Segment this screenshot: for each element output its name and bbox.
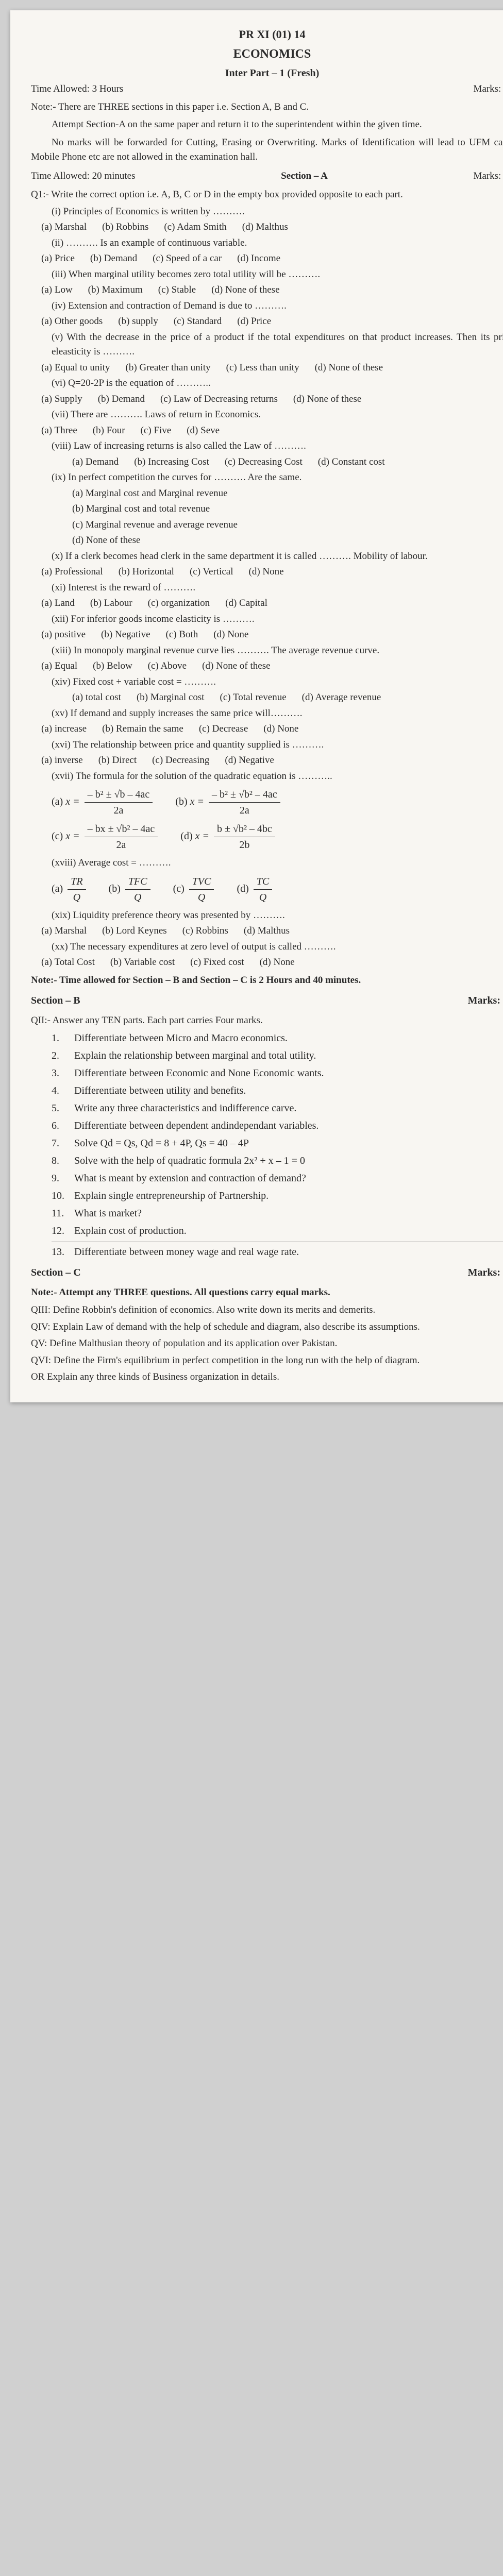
q-vi: (vi) Q=20-2P is the equation of ……….. <box>52 376 503 391</box>
section-b-header: Section – B Marks: 50 <box>31 993 503 1008</box>
q-xv-opts: (a) increase(b) Remain the same(c) Decre… <box>41 722 503 737</box>
b-item-11: 11.What is market? <box>52 1206 503 1221</box>
q4: QIV: Explain Law of demand with the help… <box>31 1320 503 1335</box>
q-iii-opts: (a) Low(b) Maximum(c) Stable(d) None of … <box>41 283 503 298</box>
b-item-13: 13.Differentiate between money wage and … <box>52 1244 503 1260</box>
sec-b-note: Note:- Time allowed for Section – B and … <box>31 973 503 988</box>
time-allowed: Time Allowed: 3 Hours <box>31 82 123 97</box>
q-xi-opts: (a) Land(b) Labour(c) organization(d) Ca… <box>41 596 503 611</box>
ac-a: (a) TRQ <box>52 874 88 905</box>
opt-b: (b) x = – b² ± √b² – 4ac2a <box>175 787 282 818</box>
q-xiii-opts: (a) Equal(b) Below(c) Above(d) None of t… <box>41 659 503 674</box>
b-item-4: 4.Differentiate between utility and bene… <box>52 1083 503 1098</box>
q-v-opts: (a) Equal to unity(b) Greater than unity… <box>41 361 503 376</box>
q-xx: (xx) The necessary expenditures at zero … <box>52 940 503 955</box>
formula-row-1: (a) x = – b² ± √b – 4ac2a (b) x = – b² ±… <box>52 787 503 818</box>
q-xvi-opts: (a) inverse(b) Direct(c) Decreasing(d) N… <box>41 753 503 768</box>
b-item-7: 7.Solve Qd = Qs, Qd = 8 + 4P, Qs = 40 – … <box>52 1136 503 1151</box>
q-iv: (iv) Extension and contraction of Demand… <box>52 299 503 314</box>
sec-c-note: Note:- Attempt any THREE questions. All … <box>31 1285 503 1300</box>
q-iv-opts: (a) Other goods(b) supply(c) Standard(d)… <box>41 314 503 329</box>
b-item-6: 6.Differentiate between dependent andind… <box>52 1118 503 1133</box>
total-marks: Marks: 85 <box>473 82 503 97</box>
q-viii-opts: (a) Demand(b) Increasing Cost(c) Decreas… <box>72 455 503 470</box>
q-v: (v) With the decrease in the price of a … <box>52 330 503 360</box>
opt-c: (c) x = – bx ± √b² – 4ac2a <box>52 821 160 853</box>
sec-a-time: Time Allowed: 20 minutes <box>31 169 136 184</box>
opt-a: (a) x = – b² ± √b – 4ac2a <box>52 787 155 818</box>
paper-code: PR XI (01) 14 <box>31 26 503 43</box>
q-xviii: (xviii) Average cost = ………. <box>52 856 503 871</box>
b-item-3: 3.Differentiate between Economic and Non… <box>52 1065 503 1081</box>
sec-c-label: Section – C <box>31 1265 81 1280</box>
meta-line: Time Allowed: 3 Hours Marks: 85 <box>31 82 503 97</box>
b-item-12: 12.Explain cost of production. <box>52 1223 503 1242</box>
ac-c: (c) TVCQ <box>173 874 216 905</box>
q6-or: OR Explain any three kinds of Business o… <box>31 1370 503 1385</box>
q-xx-opts: (a) Total Cost(b) Variable cost(c) Fixed… <box>41 955 503 970</box>
ac-b: (b) TFCQ <box>109 874 153 905</box>
b-item-9: 9.What is meant by extension and contrac… <box>52 1171 503 1186</box>
q-xi: (xi) Interest is the reward of ………. <box>52 581 503 596</box>
note-1: Note:- There are THREE sections in this … <box>31 100 503 115</box>
section-a-header: Time Allowed: 20 minutes Section – A Mar… <box>31 169 503 184</box>
q-x: (x) If a clerk becomes head clerk in the… <box>52 549 503 564</box>
b-item-10: 10.Explain single entrepreneurship of Pa… <box>52 1188 503 1204</box>
q-ix: (ix) In perfect competition the curves f… <box>52 470 503 485</box>
ac-d: (d) TCQ <box>237 874 274 905</box>
q-xii-opts: (a) positive(b) Negative(c) Both(d) None <box>41 628 503 642</box>
b-item-8: 8.Solve with the help of quadratic formu… <box>52 1153 503 1168</box>
b-item-5: 5.Write any three characteristics and in… <box>52 1100 503 1116</box>
q-i-opts: (a) Marshal(b) Robbins(c) Adam Smith(d) … <box>41 220 503 235</box>
q-xix-opts: (a) Marshal(b) Lord Keynes(c) Robbins(d)… <box>41 924 503 939</box>
sec-a-label: Section – A <box>281 169 328 184</box>
q-ii: (ii) ………. Is an example of continuous va… <box>52 236 503 251</box>
q-xii: (xii) For inferior goods income elastici… <box>52 612 503 627</box>
section-c-header: Section – C Marks: 30 <box>31 1265 503 1280</box>
part-subtitle: Inter Part – 1 (Fresh) <box>31 65 503 81</box>
sec-c-marks: Marks: 30 <box>468 1265 503 1280</box>
note-3: No marks will be forwarded for Cutting, … <box>31 135 503 165</box>
sec-b-label: Section – B <box>31 993 80 1008</box>
opt-d: (d) x = b ± √b² – 4bc2b <box>180 821 277 853</box>
avg-cost-row: (a) TRQ (b) TFCQ (c) TVCQ (d) TCQ <box>52 874 503 905</box>
q-vii-opts: (a) Three(b) Four(c) Five(d) Seve <box>41 423 503 438</box>
sec-a-marks: Marks: 18 <box>473 169 503 184</box>
q-ii-opts: (a) Price(b) Demand(c) Speed of a car(d)… <box>41 251 503 266</box>
exam-paper: PR XI (01) 14 ECONOMICS Inter Part – 1 (… <box>10 10 503 1402</box>
q-xvii: (xvii) The formula for the solution of t… <box>52 769 503 784</box>
q-ix-opts: (a) Marginal cost and Marginal revenue(b… <box>72 486 503 548</box>
formula-row-2: (c) x = – bx ± √b² – 4ac2a (d) x = b ± √… <box>52 821 503 853</box>
q1-instruction: Q1:- Write the correct option i.e. A, B,… <box>31 188 503 202</box>
q-vi-opts: (a) Supply(b) Demand(c) Law of Decreasin… <box>41 392 503 407</box>
q-xvi: (xvi) The relationship between price and… <box>52 738 503 753</box>
q-i: (i) Principles of Economics is written b… <box>52 205 503 219</box>
q-xix: (xix) Liquidity preference theory was pr… <box>52 908 503 923</box>
q5: QV: Define Malthusian theory of populati… <box>31 1336 503 1351</box>
q-x-opts: (a) Professional(b) Horizontal(c) Vertic… <box>41 565 503 580</box>
note-2: Attempt Section-A on the same paper and … <box>31 117 503 132</box>
q-xv: (xv) If demand and supply increases the … <box>52 706 503 721</box>
q-vii: (vii) There are ………. Laws of return in E… <box>52 408 503 422</box>
q3: QIII: Define Robbin's definition of econ… <box>31 1303 503 1318</box>
q6: QVI: Define the Firm's equilibrium in pe… <box>31 1353 503 1368</box>
q-iii: (iii) When marginal utility becomes zero… <box>52 267 503 282</box>
q-viii: (viii) Law of increasing returns is also… <box>52 439 503 454</box>
q-xiii: (xiii) In monopoly marginal revenue curv… <box>52 643 503 658</box>
sec-b-marks: Marks: 50 <box>468 993 503 1008</box>
q-xiv-opts: (a) total cost(b) Marginal cost(c) Total… <box>72 690 503 705</box>
b-item-1: 1.Differentiate between Micro and Macro … <box>52 1030 503 1046</box>
b-item-2: 2.Explain the relationship between margi… <box>52 1048 503 1063</box>
subject-title: ECONOMICS <box>31 45 503 63</box>
q2-instruction: QII:- Answer any TEN parts. Each part ca… <box>31 1013 503 1028</box>
q-xiv: (xiv) Fixed cost + variable cost = ………. <box>52 675 503 690</box>
